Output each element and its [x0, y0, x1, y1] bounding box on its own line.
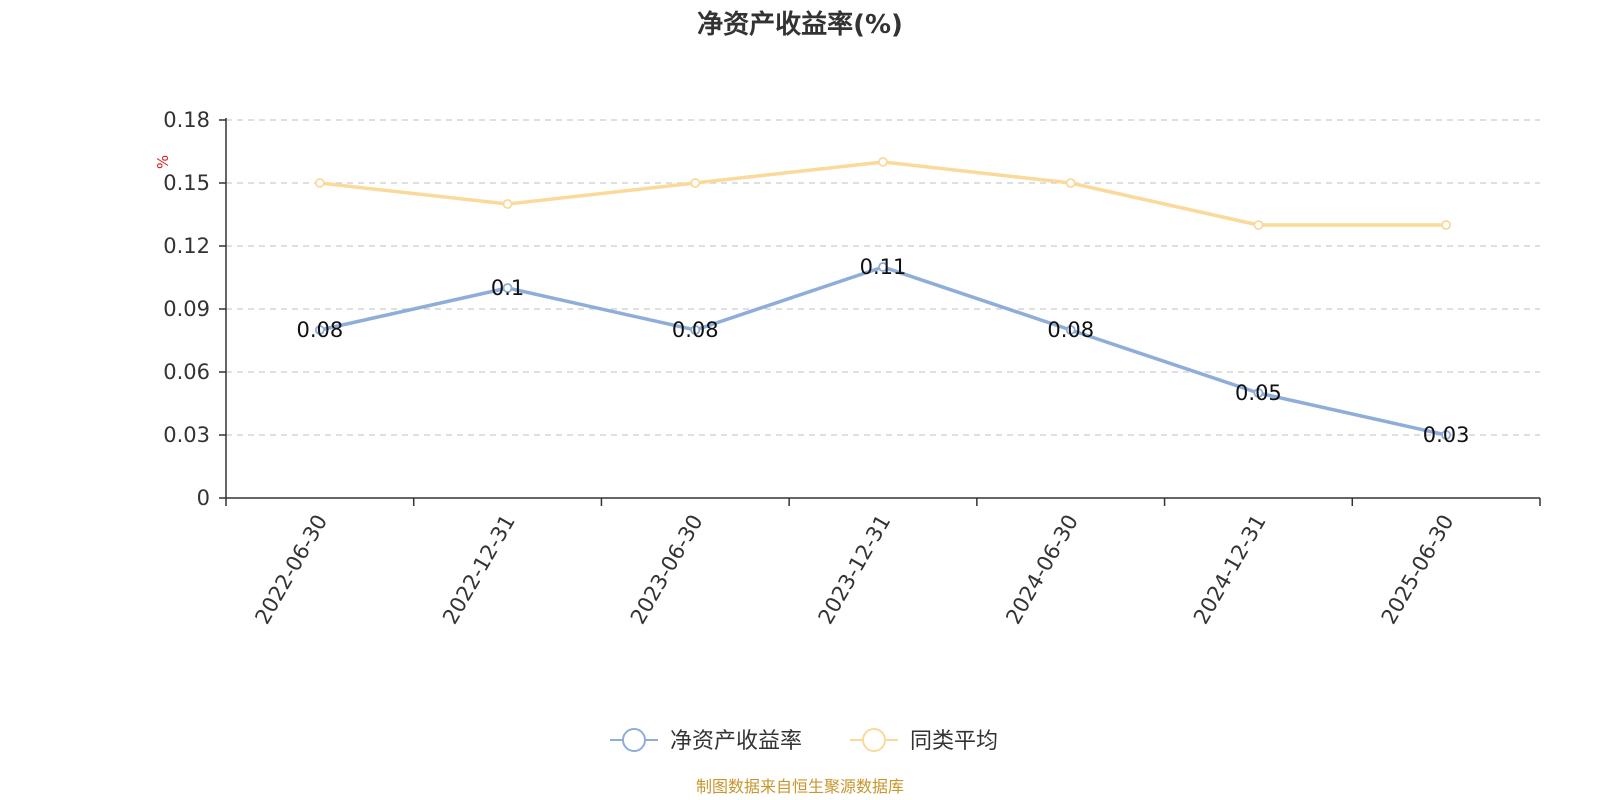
x-tick-label: 2023-12-31	[814, 511, 896, 629]
y-tick-label: 0.15	[163, 171, 210, 195]
x-tick-label: 2022-06-30	[250, 511, 332, 629]
series-line	[319, 160, 1447, 227]
data-label: 0.11	[860, 255, 907, 279]
chart-title: 净资产收益率(%)	[697, 9, 903, 40]
x-tick-label: 2024-06-30	[1001, 511, 1083, 629]
x-tick-label: 2024-12-31	[1189, 511, 1271, 629]
legend-label: 净资产收益率	[670, 729, 802, 754]
y-tick-label: 0.12	[163, 234, 210, 258]
y-tick-label: 0	[197, 486, 210, 510]
data-point	[690, 325, 701, 335]
data-label: 0.03	[1423, 423, 1470, 447]
y-tick-label: 0.03	[163, 423, 210, 447]
data-label: 0.05	[1235, 381, 1282, 405]
legend-label: 同类平均	[910, 729, 998, 754]
x-axis-ticks: 2022-06-30 2022-12-31 2023-06-30 2023-12-31…	[225, 498, 1541, 629]
legend-marker-icon	[862, 728, 886, 752]
data-label: 0.08	[672, 318, 719, 342]
data-label: 0.08	[1047, 318, 1094, 342]
y-tick-label: 0.09	[163, 297, 210, 321]
data-point	[1441, 220, 1452, 230]
y-axis-unit-label: %	[154, 155, 172, 169]
data-label: 0.1	[491, 276, 524, 300]
legend[interactable]: 净资产收益率 同类平均	[610, 728, 998, 754]
x-tick-label: 2023-06-30	[626, 511, 708, 629]
legend-marker-icon	[622, 728, 646, 752]
y-tick-label: 0.18	[163, 108, 210, 132]
data-point	[1065, 178, 1076, 188]
data-point	[502, 283, 513, 293]
data-point	[1441, 430, 1452, 440]
data-point	[878, 157, 888, 167]
grid-lines	[226, 119, 1540, 436]
data-label: 0.08	[296, 318, 343, 342]
data-point	[314, 325, 325, 335]
data-point	[502, 199, 513, 209]
data-point	[1253, 220, 1264, 230]
data-point	[1065, 325, 1076, 335]
x-tick-label: 2025-06-30	[1377, 511, 1459, 629]
y-axis-ticks: 0 0.03 0.06 0.09 0.12 0.15 0.18	[163, 108, 226, 510]
source-note: 制图数据来自恒生聚源数据库	[696, 777, 904, 796]
y-tick-label: 0.06	[163, 360, 210, 384]
data-labels: 0.08 0.1 0.08 0.11 0.08 0.05 0.03	[296, 255, 1469, 447]
data-point	[878, 262, 888, 272]
series-line	[319, 265, 1447, 437]
data-point	[690, 178, 701, 188]
series-group	[314, 157, 1452, 440]
x-tick-label: 2022-12-31	[438, 511, 520, 629]
data-point	[314, 178, 325, 188]
data-point	[1253, 388, 1264, 398]
